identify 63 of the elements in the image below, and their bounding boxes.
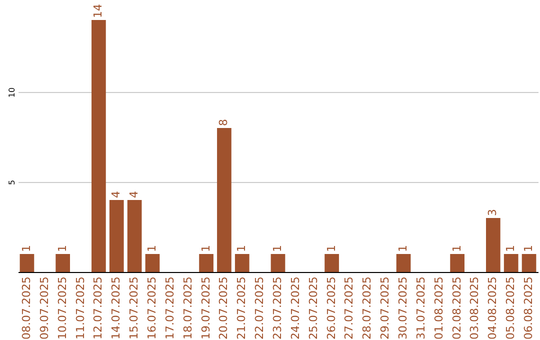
x-tick-label: 08.07.2025 [20,276,33,340]
x-tick-label: 28.07.2025 [360,276,374,340]
bar [92,20,106,272]
x-tick-label: 18.07.2025 [181,276,194,340]
bar [109,200,124,272]
x-tick-label: 22.07.2025 [253,276,266,340]
data-label: 4 [110,191,123,198]
bar [324,254,339,272]
data-label: 1 [504,245,518,252]
bar [522,254,536,272]
x-tick-label: 26.07.2025 [324,276,338,340]
bar [217,128,232,272]
y-tick-label: 10 [8,87,16,98]
bar [270,254,286,272]
x-tick-label: 11.07.2025 [74,276,87,340]
x-tick-label: 23.07.2025 [271,276,284,340]
data-label: 1 [271,245,284,252]
data-label: 1 [20,245,33,252]
data-label: 1 [324,245,338,252]
data-label: 1 [56,245,69,252]
data-label: 1 [199,245,212,252]
x-tick-label: 03.08.2025 [468,276,482,340]
data-label: 8 [217,119,230,126]
x-tick-label: 02.08.2025 [450,276,464,340]
x-tick-label: 15.07.2025 [128,276,141,340]
x-tick-label: 30.07.2025 [396,276,410,340]
y-tick-label: 5 [8,180,16,186]
data-label: 14 [92,4,105,18]
data-label: 1 [145,245,158,252]
bar [20,254,34,272]
x-tick-label: 19.07.2025 [199,276,212,340]
bar [396,254,411,272]
x-tick-label: 14.07.2025 [110,276,123,340]
bar [486,218,500,272]
x-tick-label: 17.07.2025 [163,276,176,340]
x-tick-label: 01.08.2025 [432,276,446,340]
bar [234,254,250,272]
x-tick-label: 04.08.2025 [486,276,500,340]
bar [199,254,214,272]
x-tick-label: 25.07.2025 [306,276,320,340]
data-label: 1 [235,245,248,252]
data-label: 4 [128,191,141,198]
data-label: 1 [450,245,464,252]
bar [127,200,142,272]
bar [450,254,464,272]
data-label: 1 [522,245,536,252]
data-label: 1 [396,245,410,252]
x-tick-label: 31.07.2025 [414,276,428,340]
x-tick-label: 10.07.2025 [56,276,69,340]
bar [56,254,70,272]
bar [145,254,160,272]
x-tick-label: 05.08.2025 [504,276,518,340]
x-tick-label: 06.08.2025 [522,276,536,340]
x-tick-label: 09.07.2025 [38,276,51,340]
data-label: 3 [486,209,500,216]
x-tick-label: 27.07.2025 [342,276,356,340]
x-tick-label: 29.07.2025 [378,276,392,340]
x-tick-label: 16.07.2025 [145,276,158,340]
x-tick-label: 24.07.2025 [288,276,302,340]
x-tick-label: 20.07.2025 [217,276,230,340]
x-tick-label: 21.07.2025 [235,276,248,340]
x-tick-label: 12.07.2025 [92,276,105,340]
bar [504,254,518,272]
